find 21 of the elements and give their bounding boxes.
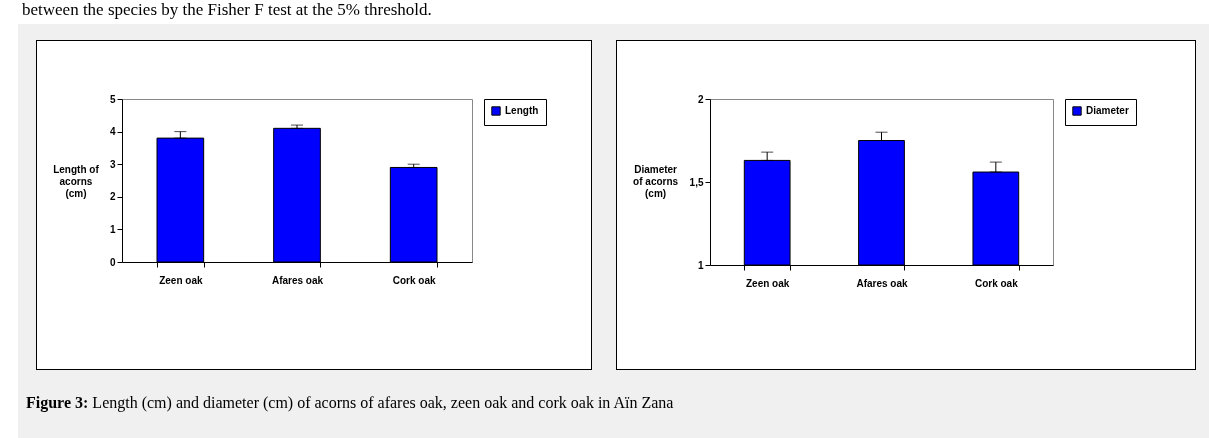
y-tick-label: 5 bbox=[109, 93, 116, 105]
y-axis-title: Diameter of acorns (cm) bbox=[633, 163, 679, 199]
y-tick-label: 4 bbox=[109, 126, 116, 138]
x-tick-label: Afares oak bbox=[856, 277, 909, 289]
y-tick-label: 1,5 bbox=[689, 176, 704, 188]
y-tick-label: 1 bbox=[109, 223, 116, 235]
y-tick-label: 0 bbox=[109, 256, 116, 268]
legend-label: Diameter bbox=[1086, 105, 1129, 116]
x-tick-label: Cork oak bbox=[974, 277, 1019, 289]
text: between the species by the Fisher F test at the 5% threshold. bbox=[22, 0, 432, 20]
y-tick-label: 1 bbox=[697, 259, 704, 271]
y-axis-title: Length of acorns (cm) bbox=[53, 163, 100, 199]
caption: Figure 3: Length (cm) and diameter (cm) of acorns of afares oak, zeen oak and cork oak in Aïn Zana bbox=[26, 394, 674, 412]
legend-label: Length bbox=[505, 105, 539, 116]
x-tick-label: Zeen oak bbox=[159, 274, 203, 286]
x-tick-label: Afares oak bbox=[271, 274, 324, 286]
x-tick-label: Zeen oak bbox=[745, 277, 790, 289]
x-tick-label: Cork oak bbox=[392, 274, 436, 286]
y-tick-label: 2 bbox=[697, 93, 704, 105]
y-tick-label: 2 bbox=[109, 191, 116, 203]
y-tick-label: 3 bbox=[109, 158, 116, 170]
